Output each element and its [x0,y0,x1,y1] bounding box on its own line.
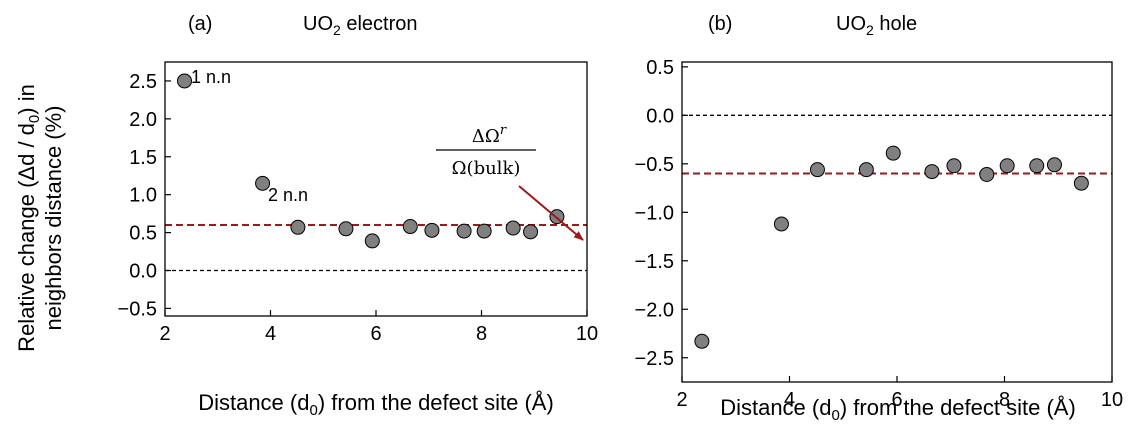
panel-b-ytick-label-4: −0.5 [635,154,674,176]
panel-b-data-point-9 [1029,158,1045,174]
panel-b-xtick-label-0: 2 [676,389,687,411]
panel-b-ytick-label-0: −2.5 [635,348,674,370]
panel-b-ytick-label-3: −1.0 [635,202,674,224]
panel-b-data-point-6 [946,158,962,174]
panel-a-data-point-5 [402,219,418,235]
panel-a-fraction-annotation: ΔΩr Ω(bulk) [436,123,584,241]
panel-b-label: (b) [708,13,732,35]
panel-b-xtick-label-3: 8 [999,389,1010,411]
panel-a-label: (a) [188,13,212,35]
panel-a-data-point-3 [338,221,354,237]
panel-b: (b) UO2 hole Distance (d0) from the defe… [635,13,1124,424]
panel-b-title: UO2 hole [836,13,917,38]
panel-b-xtick-label-1: 4 [784,389,795,411]
panel-b-xtick-label-4: 10 [1101,389,1123,411]
panel-b-data-point-3 [858,162,874,178]
panel-a-data-point-6 [424,222,440,238]
panel-a-data-point-8 [476,223,492,239]
panel-a-annotation-1nn: 1 n.n [191,67,231,87]
panel-a-data-point-10 [523,224,539,240]
panel-a-data-point-9 [505,220,521,236]
panel-b-data-point-4 [885,145,901,161]
panel-b-xlabel: Distance (d0) from the defect site (Å) [720,395,1076,424]
panel-a-ytick-label-6: 2.5 [129,71,157,93]
panel-b-data-point-10 [1046,157,1062,173]
panel-b-ytick-label-1: −2.0 [635,299,674,321]
panel-b-data-point-11 [1073,175,1089,191]
panel-a-xlabel: Distance (d0) from the defect site (Å) [198,390,554,419]
panel-a-data-point-1 [255,175,271,191]
panel-a-xtick-label-2: 6 [370,323,381,345]
panel-b-xtick-label-2: 6 [891,389,902,411]
panel-b-data-point-1 [773,216,789,232]
panel-b-plot-frame [681,61,1113,383]
panel-a-ylabel: Relative change (Δd / d0) in neighbors d… [14,84,66,352]
panel-b-ytick-label-6: 0.5 [646,57,674,79]
panel-a-ytick-label-5: 2.0 [129,109,157,131]
panel-b-data-point-5 [924,164,940,180]
panel-a-xtick-label-0: 2 [159,323,170,345]
panel-a-ytick-label-3: 1.0 [129,185,157,207]
svg-text:ΔΩr: ΔΩr [472,123,507,147]
panel-a-ytick-label-2: 0.5 [129,223,157,245]
panel-a-annotation-2nn: 2 n.n [268,185,308,205]
panel-a-title: UO2 electron [303,13,418,38]
panel-a-xtick-label-1: 4 [265,323,276,345]
panel-a-data-point-4 [364,233,380,249]
panel-a-data-point-0 [177,73,193,89]
panel-b-data-point-8 [999,158,1015,174]
panel-a-xtick-label-3: 8 [476,323,487,345]
panel-a-data-point-2 [290,219,306,235]
panel-b-ytick-label-5: 0.0 [646,105,674,127]
panel-b-data-point-0 [694,333,710,349]
panel-a-data-point-7 [456,223,472,239]
panel-b-data-point-7 [979,166,995,182]
panel-b-data-point-2 [809,162,825,178]
panel-a-arrow [518,185,584,241]
panel-a-xtick-label-4: 10 [576,323,598,345]
panel-a-ytick-label-1: 0.0 [129,261,157,283]
svg-text:Ω(bulk): Ω(bulk) [452,158,521,179]
panel-a-ytick-label-4: 1.5 [129,147,157,169]
svg-text:Relative change (Δd / d0) in: Relative change (Δd / d0) in [14,84,43,352]
svg-text:neighbors distance (%): neighbors distance (%) [41,105,66,330]
panel-a-ytick-label-0: −0.5 [118,298,157,320]
panel-b-ytick-label-2: −1.5 [635,251,674,273]
panel-a: (a) UO2 electron Relative change (Δd / d… [14,13,598,419]
